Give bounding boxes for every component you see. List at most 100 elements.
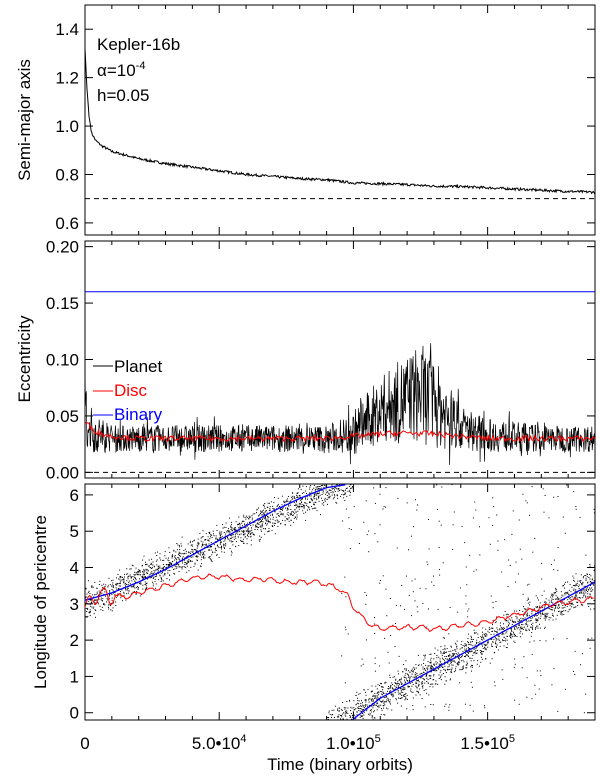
pericentre-planet-dot bbox=[390, 703, 391, 705]
pericentre-planet-dot bbox=[271, 525, 273, 527]
pericentre-planet-dot bbox=[229, 537, 231, 539]
pericentre-planet-dot bbox=[352, 480, 353, 481]
pericentre-planet-dot bbox=[350, 465, 351, 466]
pericentre-planet-dot bbox=[480, 636, 482, 638]
pericentre-planet-dot bbox=[151, 558, 153, 560]
pericentre-planet-dot bbox=[509, 623, 510, 625]
pericentre-planet-dot bbox=[581, 583, 583, 585]
pericentre-planet-dot bbox=[450, 658, 452, 660]
y-tick-label-1-0: 0.00 bbox=[46, 463, 79, 482]
pericentre-planet-dot bbox=[517, 620, 519, 622]
pericentre-planet-dot bbox=[119, 569, 121, 571]
pericentre-planet-dot bbox=[535, 618, 537, 620]
pericentre-planet-dot bbox=[327, 491, 329, 493]
pericentre-planet-dot bbox=[329, 731, 330, 732]
pericentre-planet-dot bbox=[126, 593, 128, 595]
pericentre-planet-dot bbox=[337, 497, 339, 499]
pericentre-planet-dot bbox=[535, 627, 537, 629]
pericentre-planet-dot bbox=[347, 633, 349, 635]
pericentre-planet-dot bbox=[276, 513, 278, 515]
pericentre-planet-dot bbox=[224, 548, 225, 549]
pericentre-planet-dot bbox=[342, 724, 343, 725]
pericentre-planet-dot bbox=[510, 619, 511, 621]
pericentre-planet-dot bbox=[392, 676, 394, 678]
pericentre-planet-dot bbox=[474, 651, 475, 653]
pericentre-planet-dot bbox=[481, 650, 482, 652]
pericentre-planet-dot bbox=[580, 581, 581, 583]
pericentre-planet-dot bbox=[499, 628, 501, 630]
pericentre-planet-dot bbox=[470, 638, 472, 640]
pericentre-planet-dot bbox=[111, 580, 113, 582]
pericentre-planet-dot bbox=[336, 494, 338, 496]
pericentre-planet-dot bbox=[196, 550, 197, 552]
pericentre-planet-dot bbox=[159, 565, 161, 567]
pericentre-planet-dot bbox=[421, 681, 423, 683]
pericentre-planet-dot bbox=[249, 533, 251, 535]
pericentre-planet-dot bbox=[184, 561, 186, 563]
y-tick-label-0-1: 0.8 bbox=[55, 165, 79, 184]
pericentre-planet-dot bbox=[429, 678, 431, 680]
pericentre-planet-dot bbox=[235, 546, 237, 548]
pericentre-planet-dot bbox=[471, 650, 473, 652]
pericentre-planet-dot bbox=[538, 613, 539, 615]
pericentre-planet-dot bbox=[329, 729, 330, 730]
pericentre-planet-dot bbox=[344, 475, 345, 476]
pericentre-planet-dot bbox=[350, 716, 351, 718]
pericentre-planet-dot bbox=[151, 571, 153, 573]
pericentre-planet-dot bbox=[411, 682, 413, 684]
pericentre-planet-dot bbox=[196, 550, 198, 552]
pericentre-planet-dot bbox=[535, 595, 537, 597]
pericentre-planet-dot bbox=[400, 690, 402, 692]
pericentre-planet-dot bbox=[389, 687, 391, 689]
pericentre-planet-dot bbox=[405, 672, 407, 674]
pericentre-planet-dot bbox=[91, 601, 93, 603]
pericentre-planet-dot bbox=[409, 678, 411, 680]
pericentre-planet-dot bbox=[559, 613, 561, 615]
pericentre-planet-dot bbox=[372, 699, 374, 701]
pericentre-planet-dot bbox=[432, 667, 434, 669]
pericentre-planet-dot bbox=[338, 488, 340, 490]
pericentre-planet-dot bbox=[243, 532, 245, 533]
pericentre-planet-dot bbox=[424, 679, 425, 681]
pericentre-planet-dot bbox=[480, 661, 482, 663]
pericentre-planet-dot bbox=[465, 645, 467, 647]
pericentre-planet-dot bbox=[448, 633, 450, 635]
pericentre-planet-dot bbox=[448, 709, 450, 711]
pericentre-planet-dot bbox=[520, 631, 522, 633]
pericentre-planet-dot bbox=[355, 718, 357, 720]
pericentre-planet-dot bbox=[169, 551, 171, 553]
pericentre-planet-dot bbox=[567, 591, 569, 593]
pericentre-planet-dot bbox=[581, 653, 583, 655]
pericentre-planet-dot bbox=[472, 652, 474, 654]
pericentre-planet-dot bbox=[519, 632, 521, 634]
pericentre-planet-dot bbox=[576, 582, 578, 584]
pericentre-planet-dot bbox=[114, 594, 116, 596]
pericentre-planet-dot bbox=[224, 537, 226, 539]
pericentre-planet-dot bbox=[249, 531, 251, 533]
pericentre-planet-dot bbox=[466, 663, 468, 665]
pericentre-planet-dot bbox=[583, 594, 585, 596]
pericentre-planet-dot bbox=[101, 584, 103, 586]
pericentre-planet-dot bbox=[496, 514, 498, 516]
pericentre-planet-dot bbox=[226, 537, 228, 538]
pericentre-planet-dot bbox=[321, 490, 323, 492]
pericentre-planet-dot bbox=[205, 539, 207, 541]
pericentre-planet-dot bbox=[313, 495, 315, 497]
pericentre-planet-dot bbox=[387, 697, 389, 699]
pericentre-planet-dot bbox=[230, 525, 232, 527]
pericentre-planet-dot bbox=[192, 549, 194, 551]
pericentre-planet-dot bbox=[203, 557, 205, 559]
pericentre-planet-dot bbox=[314, 507, 316, 509]
pericentre-planet-dot bbox=[349, 700, 351, 702]
pericentre-planet-dot bbox=[342, 728, 343, 729]
pericentre-planet-dot bbox=[490, 595, 492, 597]
pericentre-planet-dot bbox=[202, 536, 204, 537]
pericentre-planet-dot bbox=[263, 512, 265, 514]
pericentre-planet-dot bbox=[109, 591, 111, 593]
pericentre-planet-dot bbox=[584, 590, 586, 592]
pericentre-planet-dot bbox=[358, 543, 360, 544]
pericentre-planet-dot bbox=[335, 484, 337, 485]
pericentre-planet-dot bbox=[405, 575, 407, 577]
pericentre-planet-dot bbox=[503, 637, 505, 638]
pericentre-planet-dot bbox=[453, 511, 455, 513]
